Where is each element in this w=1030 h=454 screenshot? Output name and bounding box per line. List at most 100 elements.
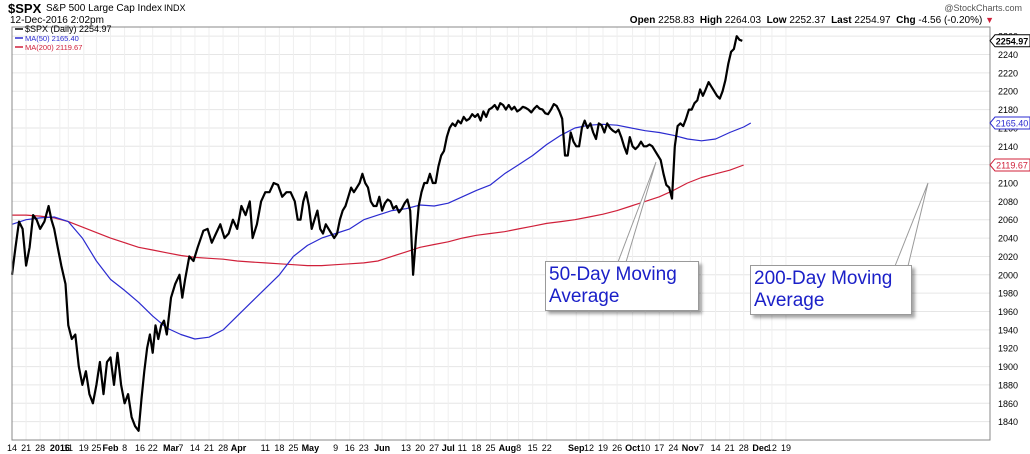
chart-symbol: $SPX — [8, 1, 42, 16]
x-tick-label: 21 — [204, 443, 214, 453]
x-tick-label: 15 — [528, 443, 538, 453]
x-tick-label: 19 — [598, 443, 608, 453]
x-tick-label: 24 — [668, 443, 678, 453]
callout-pointer-50 — [617, 161, 657, 263]
x-tick-label: 23 — [359, 443, 369, 453]
low-label: Low — [766, 15, 787, 26]
chart-exchange: INDX — [164, 3, 186, 13]
price-series-line — [10, 35, 743, 432]
y-axis: 1840 1860 1880 1900 1920 1940 1960 1980 2000 2020… — [998, 32, 1018, 427]
x-tick-label: 25 — [91, 443, 101, 453]
callout-pointers — [617, 161, 929, 267]
x-tick-label: 16 — [345, 443, 355, 453]
open-label: Open — [629, 15, 656, 26]
brand-logo: @StockCharts.com — [944, 3, 1022, 13]
x-tick-label: Nov — [682, 443, 699, 453]
down-arrow-icon: ▼ — [985, 15, 994, 25]
y-tick-label: 1920 — [998, 344, 1018, 354]
x-tick-label: Feb — [102, 443, 119, 453]
x-tick-label: Jul — [442, 443, 455, 453]
x-tick-label: 14 — [7, 443, 17, 453]
y-tick-label: 2100 — [998, 179, 1018, 189]
high-value: 2264.03 — [724, 15, 762, 26]
quote-bar: Open 2258.83 High 2264.03 Low 2252.37 La… — [630, 15, 994, 26]
x-tick-label: 9 — [333, 443, 338, 453]
price-tag-box — [989, 158, 1030, 172]
y-tick-label: 2080 — [998, 197, 1018, 207]
y-tick-label: 2060 — [998, 215, 1018, 225]
y-tick-label: 2140 — [998, 142, 1018, 152]
x-tick-label: 26 — [612, 443, 622, 453]
legend-label: $SPX (Daily) 2254.97 — [25, 24, 112, 34]
x-tick-label: 7 — [178, 443, 183, 453]
ma200-layer — [12, 164, 744, 267]
ma50-layer — [11, 122, 752, 340]
x-tick-label: 8 — [516, 443, 521, 453]
price-tags: 2254.97 2165.40 2119.67 — [989, 34, 1030, 172]
x-tick-label: 21 — [21, 443, 31, 453]
x-tick-label: 18 — [274, 443, 284, 453]
y-tick-label: 1880 — [998, 380, 1018, 390]
chart-datetime: 12-Dec-2016 2:02pm — [10, 15, 104, 26]
x-tick-label: Aug — [499, 443, 517, 453]
ma50-series-line — [11, 122, 752, 340]
x-tick-label: 19 — [781, 443, 791, 453]
x-tick-label: Apr — [231, 443, 247, 453]
chg-label: Chg — [896, 15, 916, 26]
x-tick-label: 7 — [699, 443, 704, 453]
callout-50-day-ma: 50-Day Moving Average — [545, 261, 699, 311]
x-tick-label: 14 — [190, 443, 200, 453]
open-value: 2258.83 — [658, 15, 695, 26]
x-tick-label: 16 — [135, 443, 145, 453]
last-value: 2254.97 — [854, 15, 891, 26]
x-tick-label: 13 — [401, 443, 411, 453]
x-tick-label: 27 — [429, 443, 439, 453]
x-tick-label: 12 — [767, 443, 777, 453]
price-tag-label: 2165.40 — [996, 118, 1029, 128]
ma200-series-line — [12, 164, 744, 267]
chg-value: -4.56 (-0.20%) — [918, 15, 983, 26]
x-tick-label: 25 — [288, 443, 298, 453]
x-tick-label: Sep — [568, 443, 585, 453]
grid — [11, 27, 990, 440]
y-tick-label: 2000 — [998, 270, 1018, 280]
x-tick-label: Jun — [374, 443, 390, 453]
x-tick-label: 28 — [218, 443, 228, 453]
y-tick-label: 2040 — [998, 234, 1018, 244]
x-tick-label: 12 — [584, 443, 594, 453]
y-tick-label: 1900 — [998, 362, 1018, 372]
y-tick-label: 1940 — [998, 325, 1018, 335]
y-tick-label: 1980 — [998, 289, 1018, 299]
last-label: Last — [831, 15, 852, 26]
x-tick-label: May — [302, 443, 320, 453]
y-tick-label: 2220 — [998, 68, 1018, 78]
x-tick-label: 20 — [415, 443, 425, 453]
x-tick-label: 19 — [79, 443, 89, 453]
x-tick-label: 22 — [148, 443, 158, 453]
y-tick-label: 2020 — [998, 252, 1018, 262]
x-tick-label: Dec — [752, 443, 769, 453]
callout-200-day-ma: 200-Day Moving Average — [750, 265, 912, 315]
x-tick-label: 11 — [261, 443, 270, 453]
price-layer — [10, 35, 743, 432]
x-tick-label: 10 — [640, 443, 650, 453]
x-tick-label: Mar — [163, 443, 180, 453]
chart-name: S&P 500 Large Cap Index — [46, 3, 163, 14]
plot-frame — [11, 26, 991, 441]
low-value: 2252.37 — [789, 15, 826, 26]
y-tick-label: 2240 — [998, 50, 1018, 60]
y-tick-label: 1960 — [998, 307, 1018, 317]
x-tick-label: 11 — [458, 443, 467, 453]
x-tick-label: 25 — [485, 443, 495, 453]
legend-label: MA(200) 2119.67 — [25, 43, 82, 52]
y-tick-label: 2180 — [998, 105, 1018, 115]
high-label: High — [699, 15, 723, 26]
x-tick-label: 22 — [542, 443, 552, 453]
y-tick-label: 2200 — [998, 87, 1018, 97]
callout-pointer-200 — [894, 182, 929, 267]
x-tick-label: 28 — [739, 443, 749, 453]
price-tag-label: 2254.97 — [996, 36, 1029, 46]
price-tag-label: 2119.67 — [996, 160, 1028, 170]
